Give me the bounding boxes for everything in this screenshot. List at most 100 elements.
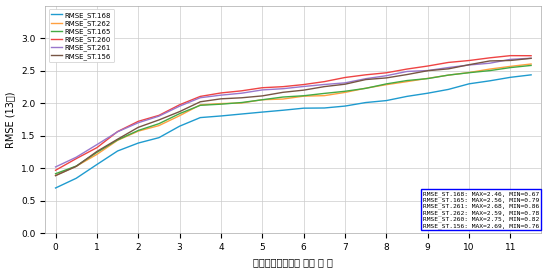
RMSE_ST.156 — [238, 96, 245, 99]
RMSE_ST.156 — [321, 85, 328, 88]
RMSE_ST.156 — [300, 88, 307, 92]
RMSE_ST.168 — [424, 91, 431, 95]
RMSE_ST.168 — [156, 136, 162, 139]
RMSE_ST.165 — [445, 73, 452, 77]
RMSE_ST.165 — [424, 77, 431, 80]
RMSE_ST.260 — [300, 83, 307, 86]
RMSE_ST.168 — [404, 95, 410, 98]
RMSE_ST.156 — [135, 126, 142, 129]
RMSE_ST.156 — [73, 165, 79, 168]
RMSE_ST.165 — [259, 98, 266, 101]
RMSE_ST.168 — [238, 112, 245, 116]
RMSE_ST.260 — [135, 120, 142, 123]
RMSE_ST.260 — [197, 95, 203, 98]
RMSE_ST.165 — [176, 112, 183, 115]
RMSE_ST.262 — [342, 91, 348, 94]
RMSE_ST.168 — [114, 149, 121, 153]
RMSE_ST.168 — [280, 109, 286, 112]
RMSE_ST.262 — [528, 62, 534, 66]
RMSE_ST.156 — [156, 118, 162, 121]
RMSE_ST.165 — [238, 101, 245, 104]
RMSE_ST.165 — [280, 95, 286, 99]
RMSE_ST.262 — [176, 114, 183, 117]
RMSE_ST.262 — [218, 102, 224, 105]
Line: RMSE_ST.165: RMSE_ST.165 — [56, 66, 531, 174]
RMSE_ST.168 — [73, 177, 79, 180]
RMSE_ST.168 — [300, 106, 307, 110]
RMSE_ST.261 — [528, 57, 534, 60]
RMSE_ST.168 — [218, 114, 224, 118]
RMSE_ST.156 — [342, 82, 348, 86]
RMSE_ST.156 — [404, 73, 410, 76]
RMSE_ST.261 — [94, 143, 100, 146]
RMSE_ST.261 — [114, 130, 121, 133]
RMSE_ST.261 — [486, 62, 493, 65]
RMSE_ST.168 — [342, 105, 348, 108]
RMSE_ST.165 — [197, 104, 203, 107]
RMSE_ST.262 — [321, 94, 328, 97]
RMSE_ST.165 — [94, 151, 100, 154]
RMSE_ST.156 — [383, 76, 389, 79]
RMSE_ST.165 — [135, 129, 142, 132]
RMSE_ST.165 — [300, 94, 307, 97]
RMSE_ST.262 — [238, 101, 245, 105]
RMSE_ST.261 — [300, 85, 307, 88]
RMSE_ST.260 — [321, 80, 328, 83]
RMSE_ST.156 — [507, 59, 514, 62]
RMSE_ST.261 — [424, 69, 431, 72]
RMSE_ST.261 — [135, 121, 142, 124]
RMSE_ST.165 — [218, 103, 224, 106]
RMSE_ST.165 — [528, 64, 534, 67]
RMSE_ST.168 — [486, 79, 493, 82]
RMSE_ST.260 — [342, 76, 348, 79]
RMSE_ST.165 — [404, 79, 410, 82]
RMSE_ST.261 — [466, 63, 473, 67]
RMSE_ST.260 — [114, 130, 121, 133]
RMSE_ST.261 — [259, 88, 266, 91]
RMSE_ST.262 — [507, 65, 514, 68]
RMSE_ST.260 — [424, 64, 431, 68]
RMSE_ST.262 — [445, 73, 452, 77]
Legend: RMSE_ST.168, RMSE_ST.262, RMSE_ST.165, RMSE_ST.260, RMSE_ST.261, RMSE_ST.156: RMSE_ST.168, RMSE_ST.262, RMSE_ST.165, R… — [49, 9, 114, 63]
RMSE_ST.168 — [176, 124, 183, 128]
Line: RMSE_ST.156: RMSE_ST.156 — [56, 58, 531, 176]
RMSE_ST.262 — [300, 94, 307, 98]
RMSE_ST.262 — [424, 77, 431, 80]
RMSE_ST.261 — [176, 105, 183, 108]
RMSE_ST.262 — [73, 165, 79, 168]
RMSE_ST.156 — [53, 174, 59, 177]
RMSE_ST.260 — [280, 85, 286, 88]
RMSE_ST.168 — [53, 186, 59, 190]
RMSE_ST.168 — [197, 116, 203, 119]
RMSE_ST.168 — [321, 106, 328, 110]
RMSE_ST.262 — [280, 97, 286, 101]
RMSE_ST.261 — [383, 74, 389, 77]
Text: RMSE_ST.168: MAX=2.46, MIN=0.67
RMSE_ST.165: MAX=2.56, MIN=0.79
RMSE_ST.261: MAX: RMSE_ST.168: MAX=2.46, MIN=0.67 RMSE_ST.… — [423, 191, 539, 229]
RMSE_ST.262 — [259, 98, 266, 101]
RMSE_ST.261 — [280, 87, 286, 90]
RMSE_ST.260 — [259, 86, 266, 89]
RMSE_ST.260 — [383, 71, 389, 75]
RMSE_ST.261 — [197, 96, 203, 99]
RMSE_ST.262 — [53, 174, 59, 177]
RMSE_ST.156 — [466, 63, 473, 66]
RMSE_ST.168 — [259, 111, 266, 114]
Line: RMSE_ST.261: RMSE_ST.261 — [56, 58, 531, 167]
RMSE_ST.261 — [218, 94, 224, 97]
RMSE_ST.260 — [94, 146, 100, 149]
RMSE_ST.261 — [321, 83, 328, 86]
RMSE_ST.156 — [280, 91, 286, 94]
RMSE_ST.168 — [135, 141, 142, 145]
RMSE_ST.156 — [528, 57, 534, 60]
RMSE_ST.261 — [342, 81, 348, 84]
RMSE_ST.156 — [486, 59, 493, 63]
RMSE_ST.262 — [156, 124, 162, 127]
RMSE_ST.260 — [156, 114, 162, 117]
RMSE_ST.165 — [53, 172, 59, 175]
RMSE_ST.165 — [486, 69, 493, 72]
RMSE_ST.165 — [73, 164, 79, 168]
RMSE_ST.262 — [486, 67, 493, 71]
RMSE_ST.262 — [114, 139, 121, 142]
RMSE_ST.262 — [404, 80, 410, 83]
RMSE_ST.165 — [156, 122, 162, 125]
